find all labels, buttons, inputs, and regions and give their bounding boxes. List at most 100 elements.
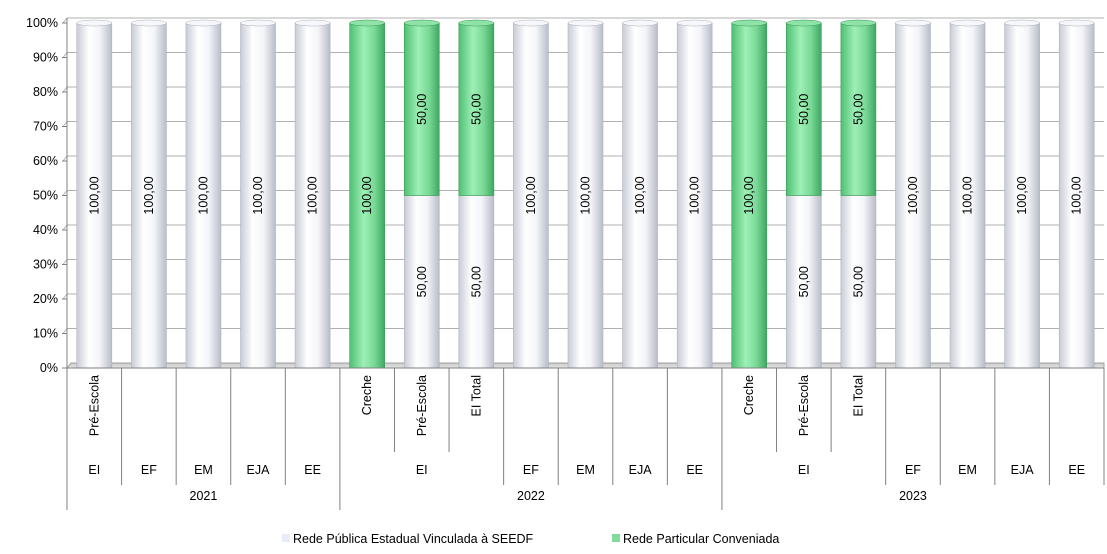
bar-segment (567, 22, 604, 369)
y-tick-label: 80% (33, 85, 58, 99)
data-label: 100,00 (1015, 176, 1029, 214)
gridline-depth (62, 121, 68, 127)
bar-cap (403, 19, 440, 27)
x-year-label: 2022 (517, 489, 545, 503)
data-label: 100,00 (961, 176, 975, 214)
x-level-label: EI (416, 463, 428, 477)
data-label: 50,00 (851, 94, 865, 125)
bar-segment (622, 22, 658, 369)
x-subcategory-label: EI Total (469, 375, 483, 416)
data-labels: 100,00 100,00 100,00 100,00 100,00 100,00 50,0… (87, 94, 1083, 298)
bar-segment (131, 22, 167, 369)
data-label: 100,00 (906, 176, 920, 214)
y-tick-label: 20% (33, 292, 58, 306)
bar-cap (622, 19, 658, 27)
bar-cap (786, 19, 822, 27)
bar-cap (76, 19, 113, 27)
y-tick-label: 50% (33, 189, 58, 203)
x-level-label: EF (141, 463, 157, 477)
data-label: 50,00 (797, 266, 811, 297)
bar-cap (513, 19, 549, 27)
data-label: 100,00 (251, 176, 265, 214)
bar-cap (840, 19, 877, 27)
bar-cap (949, 19, 986, 27)
x-year-label: 2023 (899, 489, 927, 503)
x-level-label: EF (523, 463, 539, 477)
x-level-label: EF (905, 463, 921, 477)
bar-cap (1004, 19, 1040, 27)
data-label: 100,00 (306, 176, 320, 214)
bar-cap (567, 19, 604, 27)
gridline-depth (62, 155, 68, 162)
x-level-label: EJA (1011, 463, 1035, 477)
gridline-depth (62, 328, 68, 334)
data-label: 100,00 (196, 176, 210, 214)
gridline-depth (62, 293, 68, 300)
data-label: 50,00 (851, 266, 865, 297)
bar-segment (458, 195, 495, 369)
x-subcategory-label: Pré-Escola (87, 375, 101, 436)
bar-segment (895, 22, 931, 369)
data-label: 100,00 (688, 176, 702, 214)
bars (76, 19, 1095, 369)
gridline-depth (62, 259, 68, 265)
data-label: 100,00 (742, 176, 756, 214)
x-subcategory-label: EI Total (851, 375, 865, 416)
gridline-depth (62, 190, 68, 196)
x-subcategory-label: Creche (742, 375, 756, 415)
bar-segment (294, 22, 331, 369)
legend: Rede Pública Estadual Vinculada à SEEDF R… (282, 532, 779, 546)
y-tick-label: 0% (40, 361, 58, 375)
x-axis: Pré-Escola Creche Pré-Escola EI Total Creche… (66, 367, 1105, 510)
bar-segment (185, 22, 222, 369)
bar-cap (185, 19, 222, 27)
data-label: 50,00 (797, 94, 811, 125)
gridline-depth (62, 86, 68, 93)
data-label: 100,00 (360, 176, 374, 214)
x-level-label: EM (576, 463, 595, 477)
bar-segment (403, 22, 440, 196)
data-label: 50,00 (415, 94, 429, 125)
bar-segment (786, 195, 822, 369)
data-label: 100,00 (87, 176, 101, 214)
x-level-label: EM (958, 463, 977, 477)
bar-segment (403, 195, 440, 369)
bar-cap (676, 19, 713, 27)
bar-segment (513, 22, 549, 369)
legend-swatch (282, 534, 290, 542)
y-tick-label: 70% (33, 120, 58, 134)
gridline-depth (62, 52, 68, 58)
bar-cap (1058, 19, 1095, 27)
bar-segment (349, 22, 385, 369)
data-label: 100,00 (1070, 176, 1084, 214)
bar-cap (240, 19, 276, 27)
bar-segment (458, 22, 495, 196)
bar-segment (786, 22, 822, 196)
data-label: 50,00 (469, 266, 483, 297)
data-label: 100,00 (142, 176, 156, 214)
data-label: 50,00 (415, 266, 429, 297)
bar-cap (731, 19, 768, 27)
bar-segment (240, 22, 276, 369)
x-level-label: EI (798, 463, 810, 477)
bar-cap (895, 19, 931, 27)
gridline-depth (62, 224, 68, 231)
x-level-label: EE (686, 463, 703, 477)
y-tick-label: 60% (33, 154, 58, 168)
bar-cap (131, 19, 167, 27)
bar-segment (676, 22, 713, 369)
x-level-label: EE (1068, 463, 1085, 477)
data-label: 100,00 (633, 176, 647, 214)
data-label: 100,00 (524, 176, 538, 214)
x-subcategory-label: Creche (360, 375, 374, 415)
legend-label: Rede Particular Conveniada (623, 532, 779, 546)
x-year-label: 2021 (190, 489, 218, 503)
x-level-label: EJA (247, 463, 271, 477)
x-subcategory-label: Pré-Escola (797, 375, 811, 436)
x-level-label: EE (304, 463, 321, 477)
x-level-label: EJA (629, 463, 653, 477)
x-level-label: EM (194, 463, 213, 477)
legend-label: Rede Pública Estadual Vinculada à SEEDF (293, 532, 534, 546)
bar-segment (76, 22, 113, 369)
